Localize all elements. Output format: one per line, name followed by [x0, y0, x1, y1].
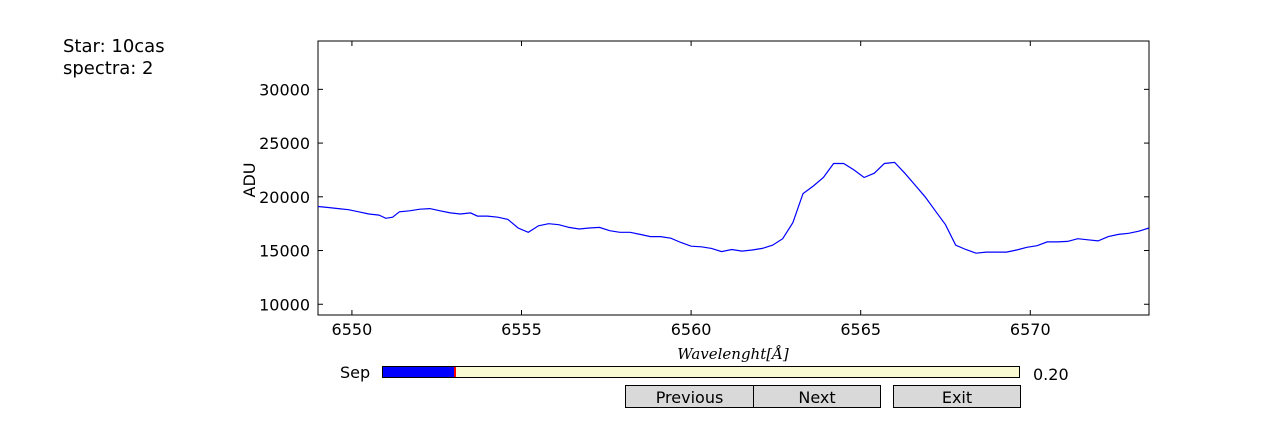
sep-slider-label: Sep [340, 363, 371, 382]
x-tick-label: 6550 [332, 320, 373, 339]
y-tick-label: 15000 [259, 242, 310, 261]
x-tick-label: 6560 [671, 320, 712, 339]
y-tick-label: 10000 [259, 295, 310, 314]
sep-slider[interactable] [382, 366, 1020, 378]
star-name: Star: 10cas [63, 36, 165, 57]
y-tick-label: 20000 [259, 188, 310, 207]
y-axis-label: ADU [240, 163, 259, 198]
plot-frame [317, 40, 1150, 316]
y-tick-label: 25000 [259, 134, 310, 153]
spectra-count: spectra: 2 [63, 58, 154, 79]
x-tick-label: 6565 [840, 320, 881, 339]
sep-slider-fill [383, 367, 455, 377]
y-tick-label: 30000 [259, 80, 310, 99]
star-info: Star: 10cas spectra: 2 [63, 36, 165, 80]
sep-slider-handle[interactable] [453, 367, 456, 377]
exit-button[interactable]: Exit [893, 385, 1021, 408]
next-button[interactable]: Next [753, 385, 881, 408]
x-tick-label: 6570 [1010, 320, 1051, 339]
sep-slider-value: 0.20 [1033, 365, 1069, 384]
x-axis-label: Wavelenght[Å] [677, 345, 789, 363]
previous-button[interactable]: Previous [625, 385, 754, 408]
x-tick-label: 6555 [501, 320, 542, 339]
spectrum-line [317, 161, 1150, 254]
